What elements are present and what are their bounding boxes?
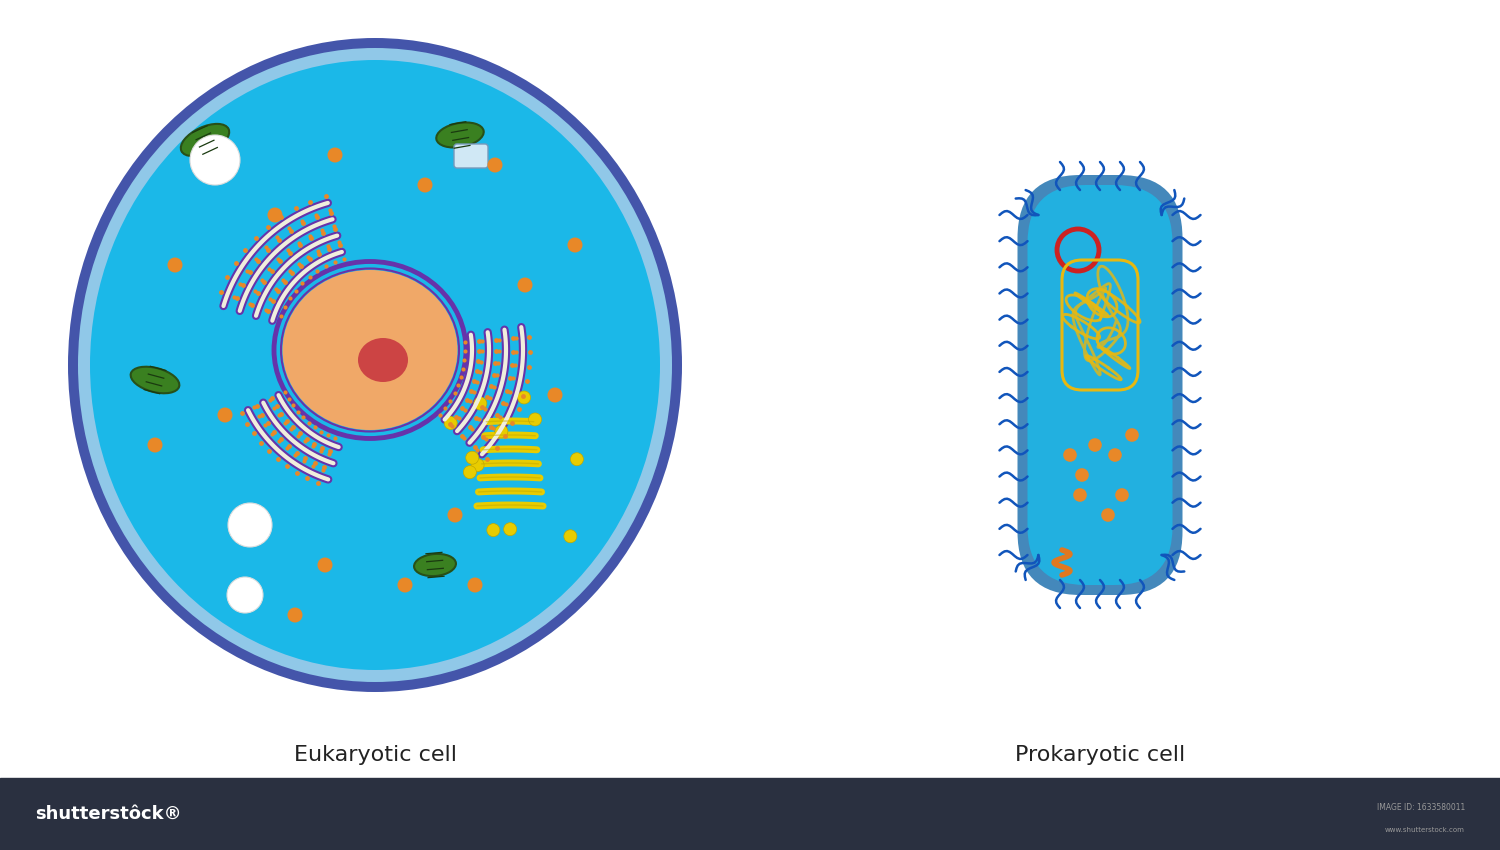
Circle shape bbox=[548, 388, 562, 403]
Circle shape bbox=[217, 407, 232, 422]
Circle shape bbox=[228, 503, 272, 547]
Circle shape bbox=[465, 451, 478, 464]
Circle shape bbox=[1076, 468, 1089, 482]
Circle shape bbox=[147, 438, 162, 452]
Circle shape bbox=[1108, 448, 1122, 462]
Ellipse shape bbox=[78, 48, 672, 682]
Circle shape bbox=[1088, 439, 1102, 452]
Circle shape bbox=[327, 148, 342, 162]
Circle shape bbox=[417, 178, 432, 192]
Circle shape bbox=[488, 157, 502, 173]
Circle shape bbox=[518, 391, 531, 404]
Ellipse shape bbox=[182, 124, 230, 156]
Ellipse shape bbox=[436, 122, 483, 148]
Text: Eukaryotic cell: Eukaryotic cell bbox=[294, 745, 456, 765]
Circle shape bbox=[267, 207, 282, 223]
Ellipse shape bbox=[68, 38, 682, 692]
Ellipse shape bbox=[130, 366, 180, 394]
Circle shape bbox=[447, 507, 462, 523]
FancyBboxPatch shape bbox=[454, 144, 488, 168]
Circle shape bbox=[1064, 448, 1077, 462]
Ellipse shape bbox=[414, 554, 456, 576]
Circle shape bbox=[567, 237, 582, 252]
Circle shape bbox=[318, 558, 333, 573]
Circle shape bbox=[564, 530, 578, 543]
Text: www.shutterstock.com: www.shutterstock.com bbox=[1384, 827, 1466, 833]
Circle shape bbox=[444, 416, 458, 429]
Circle shape bbox=[504, 523, 516, 536]
Circle shape bbox=[168, 258, 183, 273]
Circle shape bbox=[468, 577, 483, 592]
Circle shape bbox=[1101, 508, 1114, 522]
Circle shape bbox=[471, 458, 484, 472]
Text: IMAGE ID: 1633580011: IMAGE ID: 1633580011 bbox=[1377, 803, 1466, 813]
Circle shape bbox=[495, 425, 508, 438]
Circle shape bbox=[226, 577, 262, 613]
Circle shape bbox=[570, 453, 584, 466]
Ellipse shape bbox=[90, 60, 660, 670]
FancyBboxPatch shape bbox=[1028, 185, 1173, 585]
Circle shape bbox=[1072, 488, 1088, 502]
Text: shutterstôck®: shutterstôck® bbox=[34, 805, 182, 823]
Circle shape bbox=[288, 608, 303, 622]
Circle shape bbox=[528, 413, 542, 426]
Circle shape bbox=[1125, 428, 1138, 442]
Circle shape bbox=[190, 135, 240, 185]
Circle shape bbox=[474, 397, 488, 410]
Bar bbox=[0, 778, 1500, 850]
Circle shape bbox=[464, 466, 477, 479]
FancyBboxPatch shape bbox=[1017, 175, 1182, 595]
Circle shape bbox=[398, 577, 412, 592]
Text: Prokaryotic cell: Prokaryotic cell bbox=[1016, 745, 1185, 765]
Ellipse shape bbox=[358, 338, 408, 382]
Circle shape bbox=[488, 524, 500, 536]
Ellipse shape bbox=[282, 270, 458, 430]
Circle shape bbox=[1114, 488, 1130, 502]
Circle shape bbox=[518, 277, 532, 292]
